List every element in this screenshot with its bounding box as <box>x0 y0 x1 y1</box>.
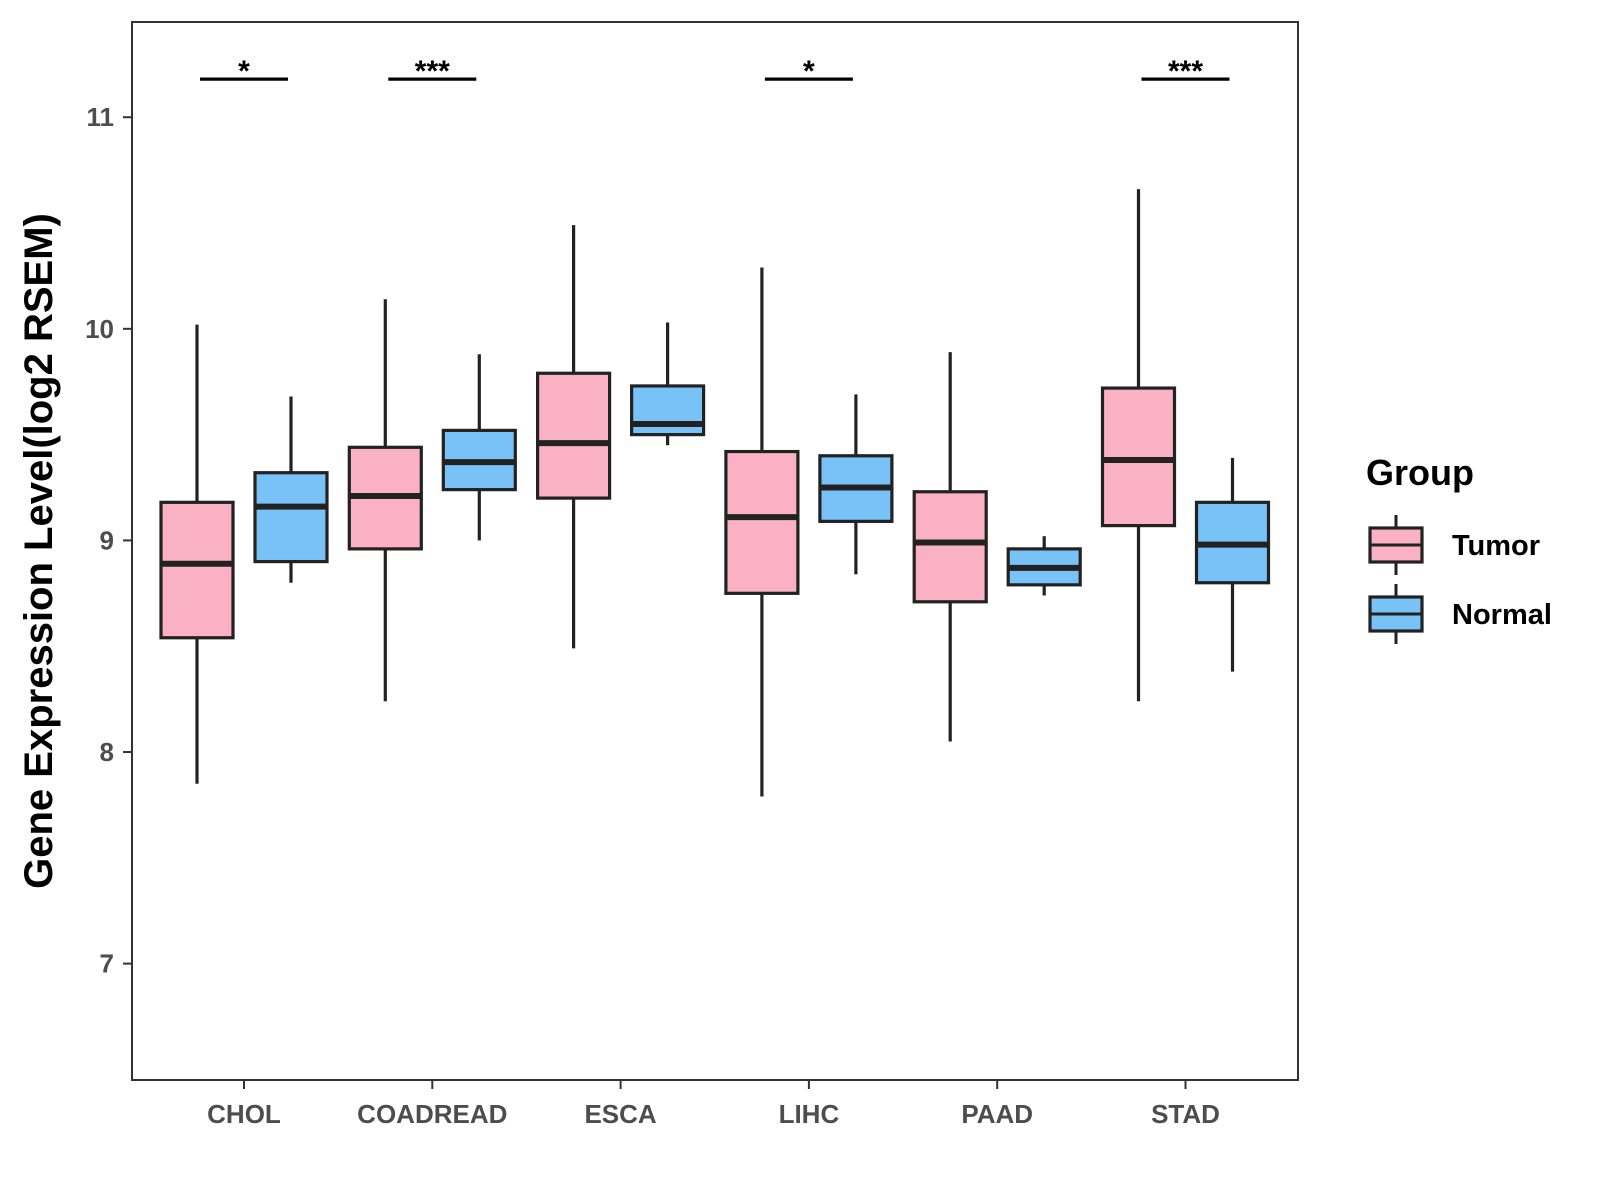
box-rect-tumor-chol <box>159 500 235 640</box>
box-normal-lihc <box>818 394 894 575</box>
box-tumor-lihc <box>724 267 800 797</box>
box-normal-coadread <box>441 354 517 541</box>
y-axis-title: Gene Expression Level(log2 RSEM) <box>17 213 61 889</box>
legend-label-tumor: Tumor <box>1452 530 1540 562</box>
x-axis: CHOL COADREAD ESCA LIHC PAAD STAD <box>207 1080 1220 1129</box>
legend-title: Group <box>1366 452 1474 493</box>
box-rect-tumor-esca <box>535 371 612 500</box>
sig-label-chol: * <box>238 55 250 88</box>
box-tumor-coadread <box>347 299 423 702</box>
box-normal-esca <box>629 322 706 446</box>
box-rect-tumor-lihc <box>724 449 800 595</box>
box-rect-tumor-stad <box>1100 386 1177 528</box>
y-axis: 7 8 9 10 11 <box>85 102 132 979</box>
box-tumor-stad <box>1100 189 1177 702</box>
box-rect-normal-esca <box>629 384 706 437</box>
x-tick-label-stad: STAD <box>1151 1099 1220 1129</box>
x-tick-label-esca: ESCA <box>584 1099 656 1129</box>
panel-border <box>131 21 1299 1081</box>
legend: Group Tumor Normal <box>1366 452 1552 644</box>
y-tick-label-8: 8 <box>100 737 114 767</box>
y-tick-label-9: 9 <box>100 525 114 555</box>
x-tick-label-paad: PAAD <box>961 1099 1033 1129</box>
legend-label-normal: Normal <box>1452 599 1552 631</box>
legend-key-normal <box>1368 584 1424 644</box>
y-tick-label-7: 7 <box>100 949 114 979</box>
box-tumor-chol <box>159 324 235 784</box>
sig-label-coadread: *** <box>415 55 450 88</box>
box-tumor-esca <box>535 225 612 649</box>
significance-annotations: * *** * *** <box>200 55 1230 88</box>
y-tick-label-11: 11 <box>87 102 115 132</box>
x-tick-label-chol: CHOL <box>207 1099 281 1129</box>
sig-label-lihc: * <box>803 55 815 88</box>
x-tick-label-lihc: LIHC <box>779 1099 840 1129</box>
box-rect-tumor-paad <box>912 490 988 604</box>
box-rect-normal-chol <box>253 471 329 564</box>
y-tick-label-10: 10 <box>85 314 114 344</box>
box-normal-paad <box>1006 536 1082 596</box>
x-tick-label-coadread: COADREAD <box>357 1099 507 1129</box>
box-normal-chol <box>253 396 329 583</box>
sig-label-stad: *** <box>1168 55 1203 88</box>
box-normal-stad <box>1194 457 1271 672</box>
legend-key-tumor <box>1368 515 1424 575</box>
box-tumor-paad <box>912 352 988 742</box>
box-series <box>159 189 1271 797</box>
